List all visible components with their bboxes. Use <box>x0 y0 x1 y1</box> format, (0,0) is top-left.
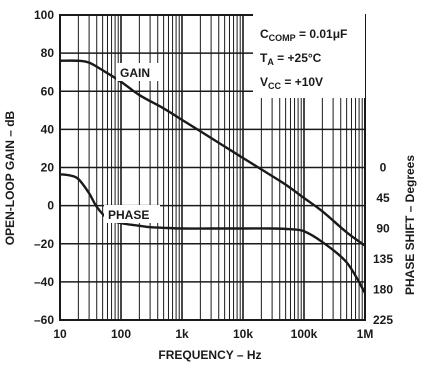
y2-tick-label: 45 <box>376 191 390 205</box>
phase-curve <box>59 173 367 294</box>
y-tick-label: 60 <box>41 84 55 98</box>
y2-tick-label: 135 <box>373 252 393 266</box>
plot-frame <box>59 14 366 321</box>
y-tick-label: 0 <box>47 199 54 213</box>
y2-tick-label: 90 <box>376 222 390 236</box>
gain-label-bg <box>116 63 162 81</box>
x-tick-label: 1M <box>357 327 374 341</box>
y2-tick-label: 0 <box>380 161 387 175</box>
gain-curve-label: GAIN <box>120 66 150 80</box>
y-tick-label: 20 <box>41 161 55 175</box>
x-tick-label: 100k <box>291 327 318 341</box>
y2-axis-title: PHASE SHIFT – Degrees <box>403 155 417 295</box>
y-tick-label: –60 <box>34 313 54 327</box>
x-tick-label: 10k <box>233 327 253 341</box>
x-tick-label: 100 <box>111 327 131 341</box>
x-tick-label: 10 <box>53 327 67 341</box>
x-axis-title: FREQUENCY – Hz <box>158 348 261 362</box>
x-tick-label: 1k <box>175 327 189 341</box>
conditions-box: CCOMP = 0.01μF TA = +25°C VCC = +10V <box>253 14 365 98</box>
y2-tick-label: 225 <box>373 313 393 327</box>
tick-labels: 10 100 1k 10k 100k 1M 100 80 60 40 20 0 –20 –40 –60 0 45… <box>34 8 393 341</box>
curves <box>59 59 367 294</box>
condition-ccomp: CCOMP = 0.01μF <box>260 27 347 43</box>
y-tick-label: –20 <box>34 237 54 251</box>
y-tick-label: 100 <box>34 8 54 22</box>
y-axis-title: OPEN-LOOP GAIN – dB <box>3 110 17 245</box>
phase-label-bg <box>104 205 160 223</box>
condition-vcc: VCC = +10V <box>260 75 323 91</box>
condition-ta: TA = +25°C <box>260 51 322 67</box>
y-tick-label: 80 <box>41 46 55 60</box>
y2-tick-label: 180 <box>373 283 393 297</box>
y-tick-label: –40 <box>34 275 54 289</box>
gain-curve <box>59 59 366 247</box>
conditions-box-bg <box>253 14 365 98</box>
y-tick-label: 40 <box>41 122 55 136</box>
phase-curve-label: PHASE <box>108 208 149 222</box>
